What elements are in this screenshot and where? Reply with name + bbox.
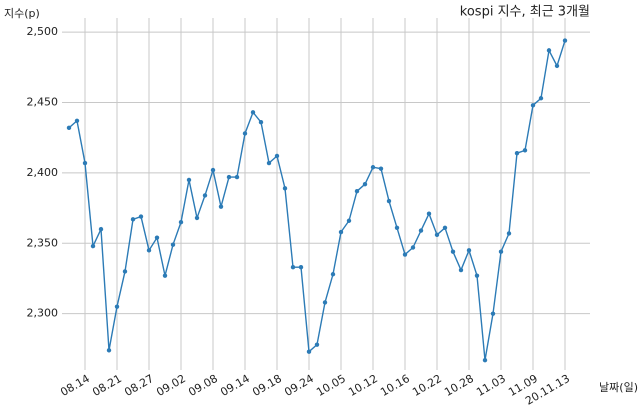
data-point (394, 225, 400, 230)
data-point (562, 38, 568, 43)
x-tick-label: 10.05 (314, 372, 348, 399)
data-point (386, 198, 392, 204)
data-point (322, 300, 328, 305)
data-point (418, 228, 424, 233)
data-point (106, 348, 112, 353)
data-point (98, 227, 104, 232)
data-point (538, 96, 544, 101)
x-tick-label: 09.02 (154, 372, 188, 399)
data-point (210, 167, 216, 173)
data-point (234, 174, 240, 180)
data-point (66, 125, 72, 131)
data-point (466, 248, 472, 253)
data-point (130, 217, 136, 222)
data-point (90, 243, 96, 249)
data-point (402, 252, 408, 257)
data-point (242, 131, 248, 136)
y-tick-label: 2,500 (27, 25, 59, 38)
data-point (514, 150, 520, 156)
data-point (218, 204, 224, 209)
y-tick-label: 2,350 (27, 236, 59, 249)
data-point (250, 110, 256, 115)
data-point (162, 273, 168, 278)
x-tick-label: 08.21 (90, 372, 124, 399)
data-point (554, 63, 560, 69)
data-point (202, 193, 208, 198)
y-axis-label: 지수(p) (4, 7, 40, 20)
x-tick-label: 09.14 (218, 372, 252, 399)
data-point (458, 267, 464, 273)
data-point (114, 304, 120, 309)
data-point (522, 148, 528, 153)
x-tick-label: 09.08 (186, 372, 220, 399)
data-point (474, 273, 480, 278)
data-point (482, 357, 488, 363)
data-point (346, 218, 352, 223)
data-point (338, 229, 344, 235)
data-point (410, 245, 416, 250)
data-point (258, 119, 264, 125)
data-point (506, 231, 512, 236)
data-point (370, 165, 376, 170)
y-tick-label: 2,300 (27, 307, 59, 320)
x-tick-label: 10.12 (346, 372, 380, 399)
x-tick-label: 10.28 (442, 372, 476, 399)
data-point (74, 118, 80, 123)
data-point (426, 211, 432, 216)
data-point (146, 248, 152, 253)
data-point (362, 181, 368, 187)
data-point (490, 311, 496, 316)
x-axis-label: 날짜(일) (599, 380, 638, 394)
data-point (330, 272, 336, 277)
x-tick-label: 09.24 (282, 372, 316, 399)
x-tick-label: 10.16 (378, 372, 412, 399)
data-point (354, 188, 360, 194)
data-point (498, 249, 504, 254)
data-point (450, 249, 456, 254)
data-point (306, 349, 312, 354)
data-point (178, 219, 184, 225)
x-tick-label: 09.18 (250, 372, 284, 399)
data-point (530, 103, 536, 108)
data-point (434, 232, 440, 238)
data-point (546, 48, 552, 53)
data-point (290, 265, 296, 270)
data-point (274, 153, 280, 159)
data-point (194, 215, 200, 221)
data-point (442, 225, 448, 230)
x-tick-label: 08.27 (122, 372, 156, 399)
data-point (314, 342, 320, 347)
data-point (378, 166, 384, 171)
data-point (82, 160, 88, 166)
data-point (186, 177, 192, 183)
x-tick-label: 11.03 (474, 372, 508, 399)
data-point (298, 265, 304, 270)
data-point (138, 214, 144, 219)
data-point (170, 242, 176, 247)
x-tick-label: 08.14 (58, 372, 92, 399)
data-point (122, 269, 128, 274)
data-point (266, 160, 272, 166)
chart-title: kospi 지수, 최근 3개월 (460, 5, 590, 20)
y-tick-label: 2,450 (27, 95, 59, 108)
data-point (282, 186, 288, 191)
x-tick-label: 10.22 (410, 372, 444, 399)
line-series (68, 40, 566, 361)
y-tick-label: 2,400 (27, 166, 59, 179)
data-point (154, 235, 160, 240)
data-point (226, 174, 232, 180)
